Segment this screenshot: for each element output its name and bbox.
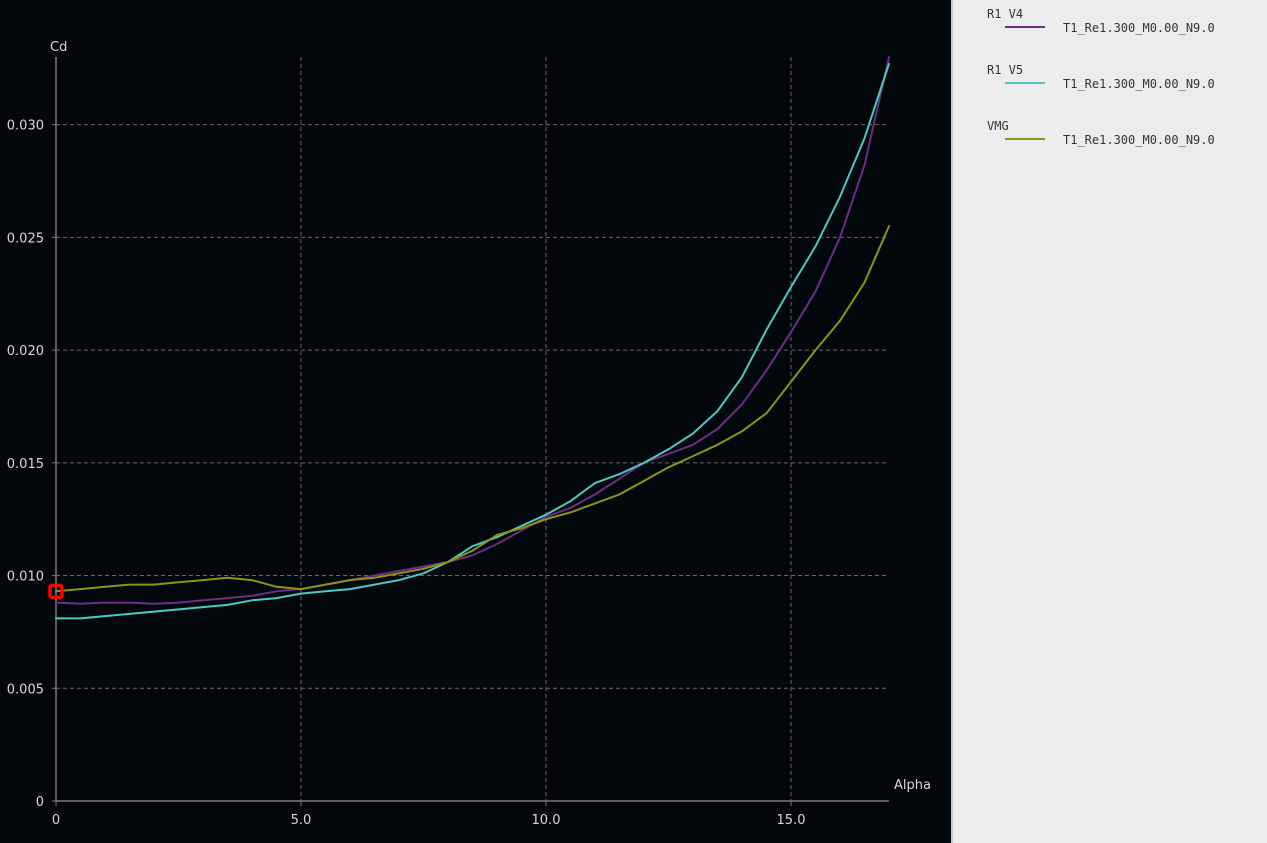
series-line-r1-v4 xyxy=(55,56,890,605)
grid-layer xyxy=(56,57,886,801)
legend-series-label: T1_Re1.300_M0.00_N9.0 xyxy=(1063,21,1215,35)
legend-entry-vmg[interactable]: VMG T1_Re1.300_M0.00_N9.0 xyxy=(953,119,1267,169)
legend-series-name: R1 V5 xyxy=(987,63,1024,77)
x-axis-title: Alpha xyxy=(894,778,931,793)
series-line-vmg xyxy=(55,225,890,593)
highlight-point-marker xyxy=(48,583,64,600)
y-tick-label: 0.010 xyxy=(7,570,44,585)
x-tick-label: 0 xyxy=(52,813,60,828)
y-axis-title: Cd xyxy=(50,40,67,55)
legend-swatch xyxy=(1005,82,1045,84)
x-tick-label: 15.0 xyxy=(777,813,806,828)
y-tick-label: 0.015 xyxy=(7,457,44,472)
y-tick-label: 0.030 xyxy=(7,119,44,134)
series-line-r1-v5 xyxy=(55,62,890,620)
y-tick-label: 0.020 xyxy=(7,344,44,359)
legend-swatch xyxy=(1005,138,1045,140)
legend-panel: R1 V4 T1_Re1.300_M0.00_N9.0 R1 V5 T1_Re1… xyxy=(951,0,1267,843)
series-layer xyxy=(55,56,890,620)
y-tick-label: 0.005 xyxy=(7,682,44,697)
legend-series-name: R1 V4 xyxy=(987,7,1024,21)
legend-swatch xyxy=(1005,26,1045,28)
legend-entry-r1-v5[interactable]: R1 V5 T1_Re1.300_M0.00_N9.0 xyxy=(953,63,1267,113)
x-tick-label: 10.0 xyxy=(532,813,561,828)
axis-layer: 0 0.005 0.010 0.015 0.020 0.025 0.030 0 5.0 10.0 1… xyxy=(7,57,889,828)
marker-layer xyxy=(48,583,64,600)
legend-series-label: T1_Re1.300_M0.00_N9.0 xyxy=(1063,133,1215,147)
legend-series-label: T1_Re1.300_M0.00_N9.0 xyxy=(1063,77,1215,91)
y-tick-label: 0.025 xyxy=(7,231,44,246)
legend-series-name: VMG xyxy=(987,119,1009,133)
x-tick-label: 5.0 xyxy=(291,813,312,828)
legend-entry-r1-v4[interactable]: R1 V4 T1_Re1.300_M0.00_N9.0 xyxy=(953,7,1267,57)
plot-area[interactable]: 0 0.005 0.010 0.015 0.020 0.025 0.030 0 5.0 10.0 1… xyxy=(0,0,951,843)
chart-svg: 0 0.005 0.010 0.015 0.020 0.025 0.030 0 5.0 10.0 1… xyxy=(7,40,931,828)
y-tick-label: 0 xyxy=(36,795,44,810)
